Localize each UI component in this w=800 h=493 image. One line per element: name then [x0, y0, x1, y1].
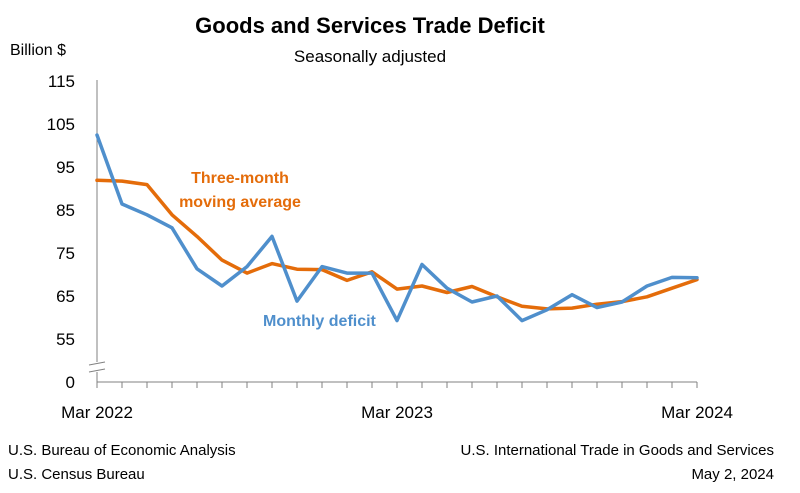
x-tick-label-mar-2022: Mar 2022	[61, 403, 133, 422]
y-tick-0: 0	[66, 373, 75, 392]
monthly-deficit-line	[95, 133, 699, 323]
x-tick-label-mar-2023: Mar 2023	[361, 403, 433, 422]
series-lines	[95, 133, 699, 323]
y-tick-75: 75	[56, 244, 75, 263]
series-label-average-line1: Three-month	[191, 170, 289, 187]
chart-axes	[88, 80, 697, 383]
series-label-average-line2: moving average	[179, 194, 301, 211]
y-tick-85: 85	[56, 201, 75, 220]
x-tick-label-mar-2024: Mar 2024	[661, 403, 733, 422]
x-axis-tick-labels: Mar 2022 Mar 2023 Mar 2024	[61, 403, 733, 422]
y-axis-ticks: 115 105 95 85 75 65 55 0	[47, 72, 75, 392]
chart-title: Goods and Services Trade Deficit	[195, 13, 545, 38]
y-tick-115: 115	[48, 72, 75, 91]
footer-source-census: U.S. Census Bureau	[8, 466, 145, 483]
y-tick-65: 65	[56, 287, 75, 306]
y-tick-55: 55	[56, 330, 75, 349]
chart-subtitle: Seasonally adjusted	[294, 47, 446, 66]
y-tick-95: 95	[56, 158, 75, 177]
x-axis-ticks	[96, 382, 698, 388]
y-axis-label: Billion $	[10, 42, 66, 59]
series-label-monthly: Monthly deficit	[263, 313, 377, 330]
footer-release-date: May 2, 2024	[691, 466, 774, 483]
axis-break-mark	[88, 361, 106, 373]
footer-source-bea: U.S. Bureau of Economic Analysis	[8, 442, 236, 459]
three-month-average-line	[95, 178, 699, 311]
y-tick-105: 105	[47, 115, 75, 134]
footer-report-title: U.S. International Trade in Goods and Se…	[460, 442, 774, 459]
